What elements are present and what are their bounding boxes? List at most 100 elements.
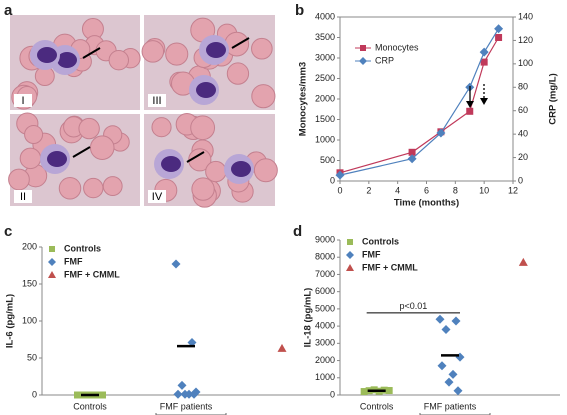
y-tick-label: 8000 [315,252,335,262]
panel-letter: c [4,223,12,240]
arrow [186,151,205,163]
red-cell [151,117,172,138]
y-tick-label: 0 [330,389,335,399]
y-tick-label: 3000 [315,52,335,62]
x-tick-label: FMF patients [160,401,213,411]
y-tick-label: 150 [22,278,37,288]
micrograph: IV [144,112,278,208]
point [189,389,199,399]
nucleus [57,52,77,68]
red-cell [108,49,129,71]
red-cell [58,177,82,200]
y2-tick-label: 140 [518,11,533,21]
y-tick-label: 0 [330,175,335,185]
point [479,47,489,57]
x-tick-label: FMF patients [424,401,477,411]
x-tick-label: Controls [73,401,107,411]
image-label: III [152,95,161,107]
point [455,352,465,362]
red-cell [251,84,276,109]
red-cell [226,62,250,85]
point [177,380,187,390]
arrow-head [466,101,474,108]
micrograph: II [8,112,140,206]
legend-label: FMF [64,256,83,266]
point [437,361,447,371]
arrow [231,37,250,49]
y-tick-label: 200 [22,241,37,251]
legend-label: CRP [375,55,394,65]
y-tick-label: 3000 [315,338,335,348]
red-cell [78,117,100,140]
label-box [14,190,32,203]
point [277,343,287,352]
red-cell [24,125,44,145]
point [171,259,181,269]
nucleus [47,151,67,167]
red-cell [83,177,104,199]
red-cell [191,177,215,201]
y2-tick-label: 0 [518,175,523,185]
y-tick-label: 9000 [315,234,335,244]
arrow [82,47,101,59]
nucleus [206,42,226,58]
x-tick-label: 6 [424,185,429,195]
y-tick-label: 2000 [315,93,335,103]
legend-marker [359,57,367,65]
y2-tick-label: 60 [518,105,528,115]
point [466,107,474,115]
y-axis-label: Monocytes/mm3 [298,62,309,136]
point [385,387,393,395]
y-axis-label: IL-18 (pg/mL) [303,288,314,348]
arrow-head [480,98,488,105]
red-cell [19,147,42,170]
y-tick-label: 100 [22,315,37,325]
red-cell [253,158,278,183]
micrograph: I [10,15,141,110]
point [436,128,446,138]
point [187,337,197,347]
x-tick-label: 10 [479,185,489,195]
y-axis-label: IL-6 (pg/mL) [5,294,16,348]
red-cell [102,176,123,197]
nucleus [196,82,216,98]
series-line [339,28,500,176]
y-tick-label: 500 [320,155,335,165]
point [360,388,368,396]
y-tick-label: 2000 [315,355,335,365]
legend-label: FMF + CMML [362,262,418,272]
red-cell [251,37,273,60]
y-tick-label: 2500 [315,73,335,83]
y2-tick-label: 80 [518,82,528,92]
legend-marker [48,271,56,278]
y2-tick-label: 20 [518,152,528,162]
legend-label: Monocytes [375,42,419,52]
legend-marker [48,258,56,266]
y2-tick-label: 100 [518,58,533,68]
red-cell [188,148,212,172]
point [74,391,81,399]
point [441,325,451,335]
legend-marker [360,45,366,51]
nucleus [37,47,57,63]
point [173,389,183,399]
point [407,154,417,164]
point [494,24,504,34]
y-tick-label: 4000 [315,320,335,330]
point [408,148,416,156]
arrow [72,146,91,158]
group-bracket [419,413,491,415]
point [180,389,190,399]
point [435,314,445,324]
y-tick-label: 5000 [315,303,335,313]
image-label: II [20,191,26,203]
legend-label: Controls [362,236,399,246]
legend-label: Controls [64,243,101,253]
nucleus [161,156,181,172]
label-box [148,94,166,107]
x-tick-label: 0 [337,185,342,195]
y-tick-label: 6000 [315,286,335,296]
micrograph: III [141,15,276,110]
legend-marker [346,264,354,271]
